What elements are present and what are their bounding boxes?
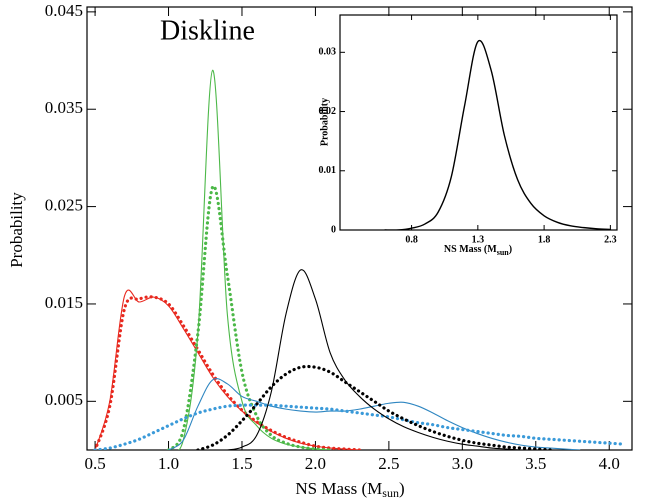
inset-x-tick-label: 0.8	[405, 234, 418, 245]
inset-series-line	[384, 39, 612, 230]
x-tick-label: 3.5	[525, 454, 546, 473]
series-line	[93, 403, 626, 450]
inset-y-tick-label: 0	[331, 224, 336, 235]
inset-y-tick-label: 0.02	[319, 106, 337, 117]
y-tick-label: 0.035	[45, 98, 83, 117]
inset-frame	[339, 14, 618, 231]
series-line	[226, 269, 522, 450]
x-tick-label: 1.0	[158, 454, 179, 473]
inset-x-tick-label: 1.3	[472, 234, 485, 245]
inset-y-axis-label: Probability	[319, 98, 330, 146]
inset-y-tick-label: 0.01	[319, 165, 337, 176]
x-tick-label: 4.0	[599, 454, 620, 473]
x-tick-label: 2.0	[305, 454, 326, 473]
y-axis-label: Probability	[7, 192, 26, 268]
x-tick-label: 0.5	[84, 454, 105, 473]
series-line	[167, 377, 581, 450]
series-line	[196, 364, 553, 450]
y-tick-label: 0.045	[45, 1, 83, 20]
inset-x-tick-label: 1.8	[538, 234, 551, 245]
series-line	[93, 295, 362, 450]
y-tick-label: 0.005	[45, 390, 83, 409]
y-tick-label: 0.015	[45, 293, 83, 312]
series-line	[166, 184, 332, 450]
x-tick-label: 3.0	[452, 454, 473, 473]
inset-x-axis-label: NS Mass (Msun)	[444, 244, 512, 257]
chart-title: Diskline	[160, 15, 255, 46]
x-axis-label: NS Mass (Msun)	[295, 479, 404, 500]
x-tick-label: 2.5	[378, 454, 399, 473]
inset-y-tick-label: 0.03	[319, 47, 337, 58]
inset-x-tick-label: 2.3	[604, 234, 617, 245]
y-tick-label: 0.025	[45, 195, 83, 214]
x-tick-label: 1.5	[231, 454, 252, 473]
